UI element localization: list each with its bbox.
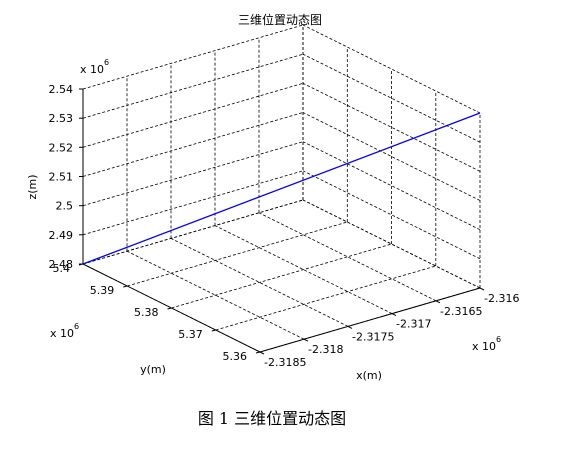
- series-line-1: [82, 112, 481, 265]
- y-tick-label: 5.4: [53, 262, 71, 275]
- x-tick-mark: [391, 313, 397, 317]
- grid-line: [214, 225, 393, 314]
- grid-line: [82, 199, 304, 265]
- grid-line: [170, 238, 349, 327]
- z-tick-label: 2.48: [49, 258, 74, 271]
- grid-line: [302, 82, 481, 172]
- x-axis-line: [259, 287, 481, 353]
- y-tick-mark: [167, 307, 172, 310]
- grid-line: [82, 24, 304, 90]
- axis-lines: [78, 88, 485, 355]
- grid-line: [127, 221, 348, 287]
- series-layer: [82, 112, 481, 265]
- grid-line: [171, 243, 392, 309]
- z-tick-label: 2.5: [56, 200, 74, 213]
- y-tick-mark: [123, 285, 128, 288]
- z-tick-label: 2.51: [49, 171, 74, 184]
- grid-line: [82, 112, 304, 177]
- x-exponent-power: 6: [496, 335, 501, 344]
- z-tick-label: 2.53: [49, 112, 74, 125]
- grid-line: [82, 53, 304, 119]
- figure-caption: 图 1 三维位置动态图: [198, 409, 346, 428]
- y-tick-label: 5.38: [134, 306, 159, 319]
- x-tick-label: -2.316: [484, 292, 519, 305]
- x-tick-mark: [303, 338, 309, 342]
- grid-line: [302, 170, 481, 260]
- y-exponent-power: 6: [74, 322, 79, 331]
- grid-line: [82, 82, 304, 148]
- x-tick-mark: [347, 325, 353, 329]
- grid-line: [215, 265, 436, 331]
- grid-line: [302, 199, 481, 289]
- x-tick-label: -2.3175: [352, 330, 394, 343]
- z-axis-label: z(m): [26, 174, 39, 199]
- y-tick-label: 5.39: [90, 284, 115, 297]
- x-tick-label: -2.318: [308, 343, 343, 356]
- tick-labels: -2.3185-2.318 -2.3175-2.317 -2.3165-2.316 5…: [49, 83, 520, 369]
- grid-line: [126, 250, 305, 340]
- x-tick-mark: [259, 351, 265, 355]
- grid-line: [302, 141, 481, 231]
- y-tick-label: 5.36: [223, 350, 248, 363]
- y-tick-label: 5.37: [178, 328, 203, 341]
- x-tick-mark: [479, 287, 485, 291]
- x-tick-label: -2.3185: [264, 356, 306, 369]
- grid-line: [82, 141, 304, 207]
- y-tick-mark: [255, 351, 261, 354]
- x-tick-mark: [435, 300, 441, 304]
- z-tick-label: 2.52: [49, 141, 74, 154]
- grid-line: [302, 53, 481, 143]
- grid-line: [302, 112, 481, 201]
- y-exponent-base: x 10: [50, 327, 74, 340]
- y-axis-label: y(m): [140, 363, 166, 376]
- grid-line: [302, 24, 481, 114]
- y-tick-mark: [211, 329, 216, 332]
- x-tick-label: -2.3165: [440, 305, 482, 318]
- x-tick-label: -2.317: [396, 318, 431, 331]
- x-axis-label: x(m): [356, 369, 382, 382]
- z-exponent-power: 6: [104, 58, 109, 67]
- grid-line: [82, 199, 304, 265]
- z-tick-label: 2.49: [49, 229, 74, 242]
- z-tick-label: 2.54: [49, 83, 74, 96]
- grid-line: [258, 212, 437, 302]
- x-exponent-base: x 10: [472, 340, 496, 353]
- grid-line: [82, 170, 304, 236]
- z-exponent-base: x 10: [80, 63, 104, 76]
- chart-title: 三维位置动态图: [238, 12, 322, 27]
